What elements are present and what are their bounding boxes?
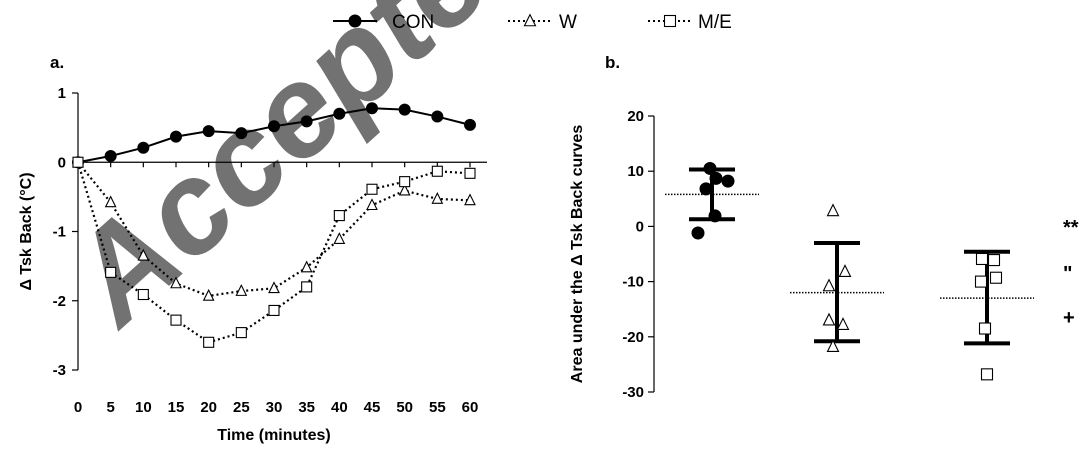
data-point-group-1 <box>822 312 836 326</box>
x-tick-label-a: 0 <box>74 399 82 416</box>
data-point-group-2 <box>980 368 994 381</box>
data-point-w <box>366 198 378 211</box>
data-point-con <box>431 110 444 123</box>
significance-mark-1: " <box>1063 263 1072 285</box>
data-point-w <box>464 193 476 206</box>
x-axis-title-a: Time (minutes) <box>217 427 331 444</box>
data-point-w <box>137 248 150 261</box>
x-tick-label-a: 30 <box>266 399 283 416</box>
data-point-group-2 <box>987 254 1001 267</box>
data-point-me <box>366 183 378 195</box>
data-point-me <box>301 281 313 293</box>
x-tick-label-a: 25 <box>233 399 250 416</box>
data-point-group-0 <box>708 209 722 223</box>
x-tick-label-a: 35 <box>298 399 315 416</box>
data-point-me <box>235 327 247 339</box>
data-point-group-1 <box>826 339 840 353</box>
legend-label-0: CON <box>392 12 434 33</box>
x-tick-label-a: 10 <box>135 399 152 416</box>
x-tick-label-a: 45 <box>364 399 381 416</box>
y-tick-label-b: -30 <box>622 384 644 401</box>
data-point-group-0 <box>699 182 713 196</box>
data-point-me <box>105 266 117 278</box>
y-axis-title-a: Δ Tsk Back (°C) <box>18 172 35 290</box>
y-tick-label-b: 10 <box>627 163 644 180</box>
panel-label-b: b. <box>605 53 620 72</box>
data-point-group-0 <box>721 174 735 188</box>
y-tick-label-b: -10 <box>622 274 644 291</box>
chart-b-scatter: 20 10 0 -10 -20 -30 Area under the Δ Tsk Back … <box>569 108 1079 401</box>
data-point-w <box>170 276 182 289</box>
data-point-me <box>431 165 443 177</box>
data-point-group-2 <box>978 322 992 335</box>
y-tick-label-a: -1 <box>53 224 66 241</box>
panel-label-a: a. <box>50 53 64 72</box>
data-point-group-1 <box>826 203 840 217</box>
data-point-con <box>398 103 411 116</box>
data-point-con <box>137 141 150 154</box>
data-point-w <box>268 281 280 294</box>
data-point-me <box>268 304 280 316</box>
legend-marker-1 <box>523 13 537 27</box>
x-tick-label-a: 55 <box>429 399 446 416</box>
x-tick-label-a: 60 <box>462 399 479 416</box>
data-point-con <box>366 102 378 115</box>
x-tick-label-a: 15 <box>168 399 185 416</box>
data-point-w <box>398 183 411 196</box>
data-point-con <box>235 127 248 140</box>
y-axis-title-b: Area under the Δ Tsk Back curves <box>569 125 586 384</box>
legend-marker-0 <box>348 14 362 28</box>
significance-mark-0: ** <box>1063 217 1079 239</box>
data-point-group-1 <box>836 317 850 330</box>
x-tick-label-a: 20 <box>200 399 217 416</box>
legend-label-2: M/E <box>698 12 732 33</box>
y-tick-label-a: -2 <box>53 293 66 310</box>
y-tick-label-a: 1 <box>58 85 66 102</box>
data-point-me <box>399 176 411 188</box>
data-point-group-1 <box>822 278 836 292</box>
data-point-group-0 <box>703 161 717 175</box>
data-point-group-1 <box>838 264 852 277</box>
data-point-w <box>202 288 215 301</box>
data-point-me <box>203 336 215 348</box>
data-point-me <box>170 314 182 326</box>
x-tick-label-a: 5 <box>106 399 114 416</box>
data-point-con <box>333 107 346 120</box>
data-point-group-2 <box>975 252 989 266</box>
y-tick-label-b: 20 <box>627 108 644 125</box>
y-tick-label-b: -20 <box>622 329 644 346</box>
data-point-con <box>170 130 182 143</box>
significance-mark-2: + <box>1063 307 1075 329</box>
data-point-group-0 <box>709 171 723 185</box>
data-point-w <box>104 195 117 208</box>
x-tick-label-a: 50 <box>396 399 413 416</box>
data-point-con <box>300 115 313 128</box>
data-point-me <box>464 167 476 179</box>
y-tick-label-b: 0 <box>636 218 644 235</box>
data-point-w <box>333 232 346 244</box>
data-point-group-2 <box>974 275 988 288</box>
data-point-me <box>137 288 149 301</box>
data-point-con <box>202 125 215 138</box>
data-point-con <box>268 120 280 133</box>
data-point-group-2 <box>989 271 1003 284</box>
y-tick-label-a: -3 <box>53 362 66 379</box>
watermark-text: Accepted <box>39 0 576 353</box>
data-point-w <box>431 191 444 204</box>
data-point-w <box>235 284 248 296</box>
x-tick-label-a: 40 <box>331 399 348 416</box>
legend: CON W M/E <box>333 12 732 33</box>
legend-label-1: W <box>559 12 577 33</box>
y-tick-label-a: 0 <box>58 154 66 171</box>
data-point-con <box>104 150 117 163</box>
legend-marker-2 <box>663 14 677 28</box>
data-point-con <box>464 118 476 131</box>
data-point-me <box>72 156 84 168</box>
data-point-group-0 <box>691 226 705 240</box>
data-point-w <box>300 260 313 273</box>
data-point-me <box>333 210 345 222</box>
